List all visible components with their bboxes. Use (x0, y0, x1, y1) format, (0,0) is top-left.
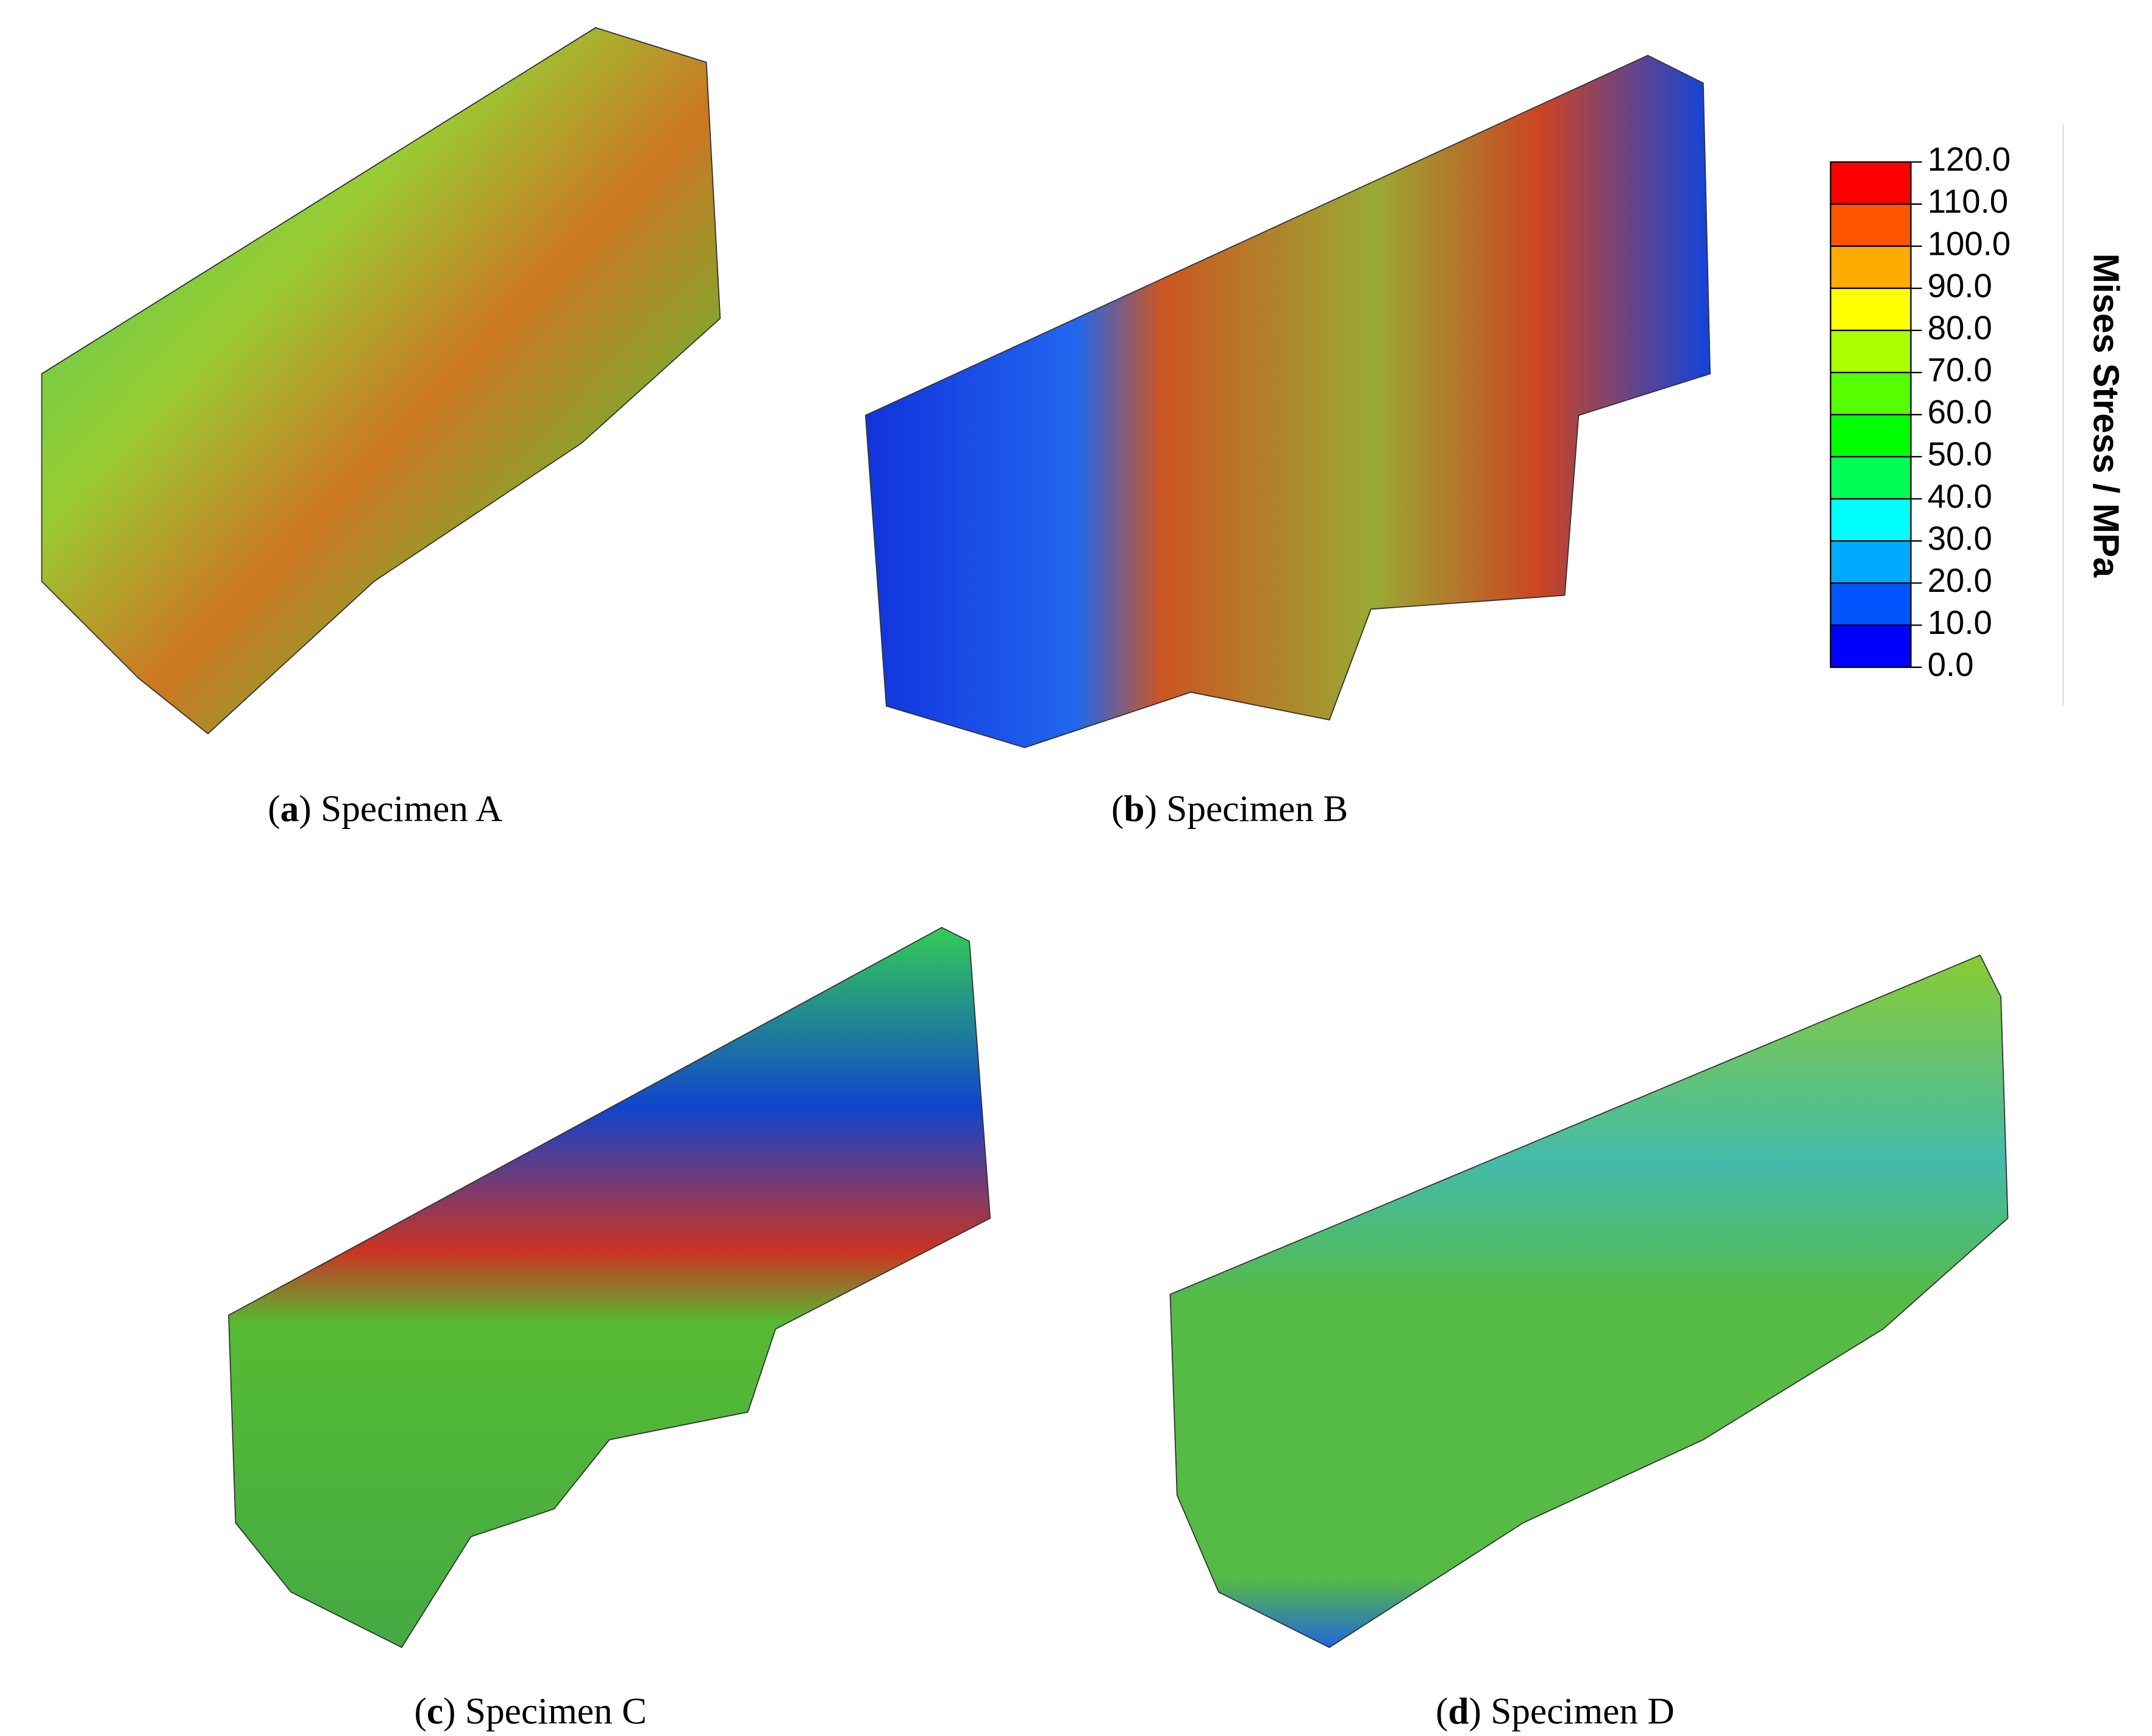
caption-letter: d (1448, 1691, 1469, 1732)
legend-swatch (1830, 498, 1912, 542)
legend-swatch (1830, 203, 1912, 247)
legend-swatch (1830, 371, 1912, 416)
caption-text: ) Specimen C (443, 1691, 647, 1732)
legend-label: 10.0 (1928, 604, 1992, 641)
panel-caption: (a) Specimen A (268, 788, 502, 830)
caption-letter: b (1124, 788, 1144, 830)
legend-label: 20.0 (1928, 562, 1992, 599)
legend-title: Mises Stress / MPa (2086, 254, 2126, 578)
legend-swatch (1830, 540, 1912, 584)
legend-label: 70.0 (1928, 352, 1992, 389)
legend-label: 50.0 (1928, 436, 1992, 473)
specimen-c-render (228, 927, 991, 1648)
legend-label: 110.0 (1928, 183, 2008, 220)
panel-caption: (b) Specimen B (1111, 788, 1348, 830)
captions: (a) Specimen A (b) Specimen B(c) Specimen… (268, 788, 1674, 1732)
specimen-d-render (1169, 954, 2009, 1648)
legend-label: 0.0 (1928, 646, 1974, 683)
caption-paren: ( (268, 788, 280, 830)
caption-paren: ( (1436, 1691, 1448, 1732)
legend-label: 120.0 (1928, 141, 2011, 178)
caption-paren: ( (414, 1691, 426, 1732)
legend-swatch (1830, 582, 1912, 626)
legend-label: 40.0 (1928, 478, 1992, 515)
legend-swatch (1830, 414, 1912, 458)
legend-swatch (1830, 624, 1912, 668)
legend-label: 60.0 (1928, 394, 1992, 431)
legend-label: 90.0 (1928, 267, 1992, 304)
legend-swatch (1830, 329, 1912, 374)
caption-letter: c (427, 1691, 443, 1732)
caption-text: ) Specimen B (1144, 788, 1348, 830)
legend: 120.0 110.0 100.0 90.0 80.0 70.0 60.0 50.0 40.0 3… (1830, 141, 2126, 683)
legend-label: 100.0 (1928, 225, 2011, 262)
legend-swatch (1830, 287, 1912, 332)
legend-swatch (1830, 161, 1912, 205)
legend-swatch (1830, 245, 1912, 290)
panel-caption: (d) Specimen D (1436, 1691, 1675, 1732)
specimen-a-render (41, 27, 721, 735)
legend-label: 30.0 (1928, 520, 1992, 557)
legend-swatch (1830, 456, 1912, 500)
specimen-b-render (864, 54, 1711, 749)
caption-paren: ( (1111, 788, 1124, 830)
panel-caption: (c) Specimen C (414, 1691, 646, 1732)
legend-label: 80.0 (1928, 309, 1992, 346)
caption-text: ) Specimen D (1469, 1691, 1675, 1732)
caption-text: ) Specimen A (299, 788, 502, 830)
caption-letter: a (280, 788, 299, 830)
